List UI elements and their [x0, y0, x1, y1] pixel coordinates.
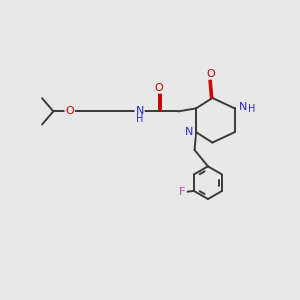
Text: N: N	[185, 127, 194, 137]
Text: O: O	[154, 82, 163, 93]
Text: O: O	[65, 106, 74, 116]
Text: H: H	[248, 104, 255, 114]
Text: O: O	[207, 69, 215, 79]
Text: N: N	[135, 106, 144, 116]
Text: H: H	[136, 114, 143, 124]
Text: F: F	[179, 188, 186, 197]
Text: N: N	[239, 102, 247, 112]
